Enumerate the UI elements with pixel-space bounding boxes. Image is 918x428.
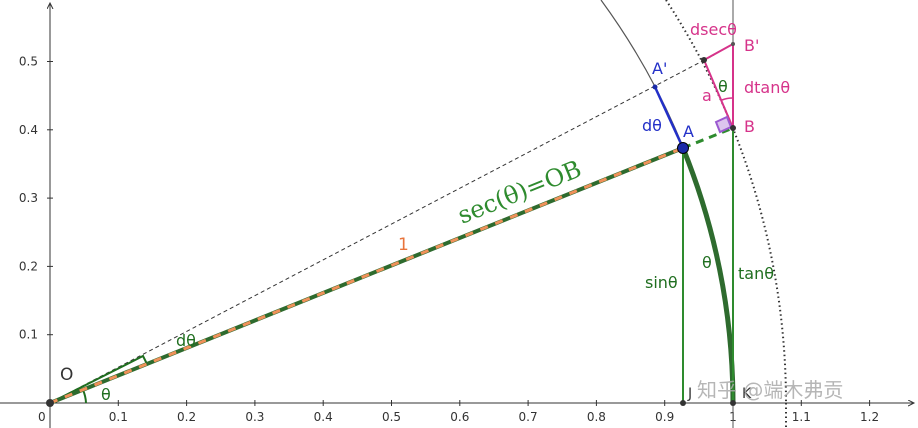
label: a: [702, 86, 712, 105]
label: dsecθ: [690, 20, 737, 39]
axes: 0 0.1 0.2 0.3 0.4 0.5 0.6 0.7 0.8 0.9 1 1.1 1.2 0.1 0…: [0, 3, 914, 428]
watermark: 知乎 @端木弗贡: [697, 378, 843, 402]
dsec-segment: [703, 43, 734, 61]
y-tick-label: 0.3: [19, 191, 38, 205]
sec-circle: [665, 0, 787, 404]
radius-overlay: [49, 146, 684, 405]
x-tick-label: 0.5: [382, 410, 401, 424]
point-o: [46, 399, 54, 407]
y-tick-label: 0.4: [19, 123, 38, 137]
label: B: [744, 117, 755, 136]
label: θ: [718, 77, 728, 96]
x-tick-label: 0.4: [314, 410, 333, 424]
angle-arc: [82, 389, 87, 404]
point-b: [730, 125, 736, 131]
dtheta-segment: [653, 86, 685, 149]
point-pink: [701, 57, 707, 63]
label: θ: [702, 253, 712, 272]
x-tick-label: 0.3: [245, 410, 264, 424]
x-tick-label: 0.6: [450, 410, 469, 424]
point-a-prime: [652, 84, 658, 90]
y-tick-label: 0.2: [19, 259, 38, 273]
pink-a: [703, 59, 734, 129]
label: dθ: [176, 331, 196, 350]
x-tick-label: 1.2: [860, 410, 879, 424]
x-tick-label: 0.8: [587, 410, 606, 424]
label: dθ: [642, 116, 662, 135]
point-k: [730, 400, 736, 406]
label: sinθ: [645, 273, 678, 292]
sec-extension: [682, 126, 734, 150]
x-tick-label: 0.9: [655, 410, 674, 424]
x-tick-label: 0.7: [519, 410, 538, 424]
label: dtanθ: [744, 78, 790, 97]
x-tick-label: 1.1: [792, 410, 811, 424]
label: θ: [101, 385, 111, 404]
point-a: [677, 142, 689, 154]
theta-arc: [680, 147, 736, 404]
dashed-ray: [49, 54, 715, 404]
point-j: [680, 400, 686, 406]
label: sec(θ)=OB: [454, 155, 586, 230]
label: B': [744, 36, 759, 55]
label: K: [742, 386, 752, 402]
x-tick-label: 0.1: [109, 410, 128, 424]
label: A: [683, 122, 694, 141]
label: tanθ: [738, 264, 774, 283]
label: O: [60, 365, 73, 385]
point-b-prime: [731, 42, 735, 46]
label: A': [652, 59, 667, 78]
x-tick-label: 0.2: [177, 410, 196, 424]
origin-label: 0: [38, 410, 46, 424]
y-tick-label: 0.5: [19, 55, 38, 69]
y-tick-label: 0.1: [19, 328, 38, 342]
pink-angle: [721, 97, 734, 101]
label: 1: [398, 235, 409, 255]
label: J: [687, 386, 692, 402]
